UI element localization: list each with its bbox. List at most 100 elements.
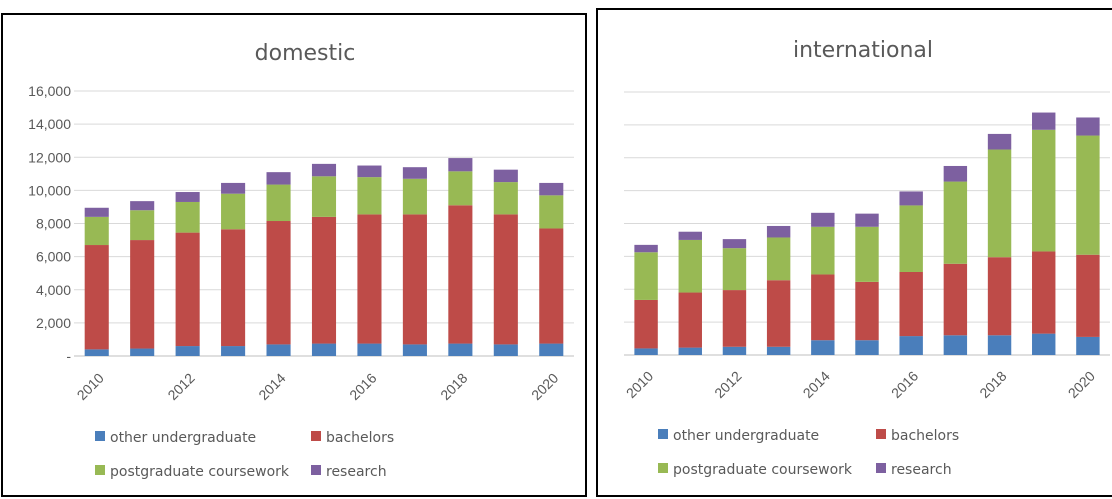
bar-segment — [634, 299, 658, 349]
bar-segment — [678, 239, 702, 293]
bar-segment — [987, 257, 1012, 336]
bar-segment — [175, 192, 200, 202]
bar-segment — [493, 169, 518, 183]
bar-segment — [130, 210, 155, 241]
bar-segment — [634, 252, 658, 300]
chart-panel-domestic: domestic - 2,000 4,000 6,000 8,000 10,000 12,0… — [1, 13, 587, 497]
bar-segment — [855, 340, 879, 355]
x-tick-label: 2018 — [437, 370, 470, 403]
legend-label: postgraduate coursework — [673, 462, 853, 478]
bar-segment — [1076, 117, 1100, 136]
bar-segment — [899, 336, 923, 355]
x-tick-label: 2014 — [255, 370, 288, 403]
x-tick-label: 2020 — [1065, 368, 1098, 401]
bar-segment — [402, 214, 427, 345]
y-tick-label: 10,000 — [28, 182, 71, 198]
bar-segment — [539, 195, 564, 229]
y-tick-label: 6,000 — [36, 249, 71, 265]
bar-segment — [357, 165, 382, 178]
bar-segment — [221, 346, 246, 356]
bar-segment — [678, 231, 702, 240]
bar-segment — [811, 212, 835, 227]
bar-segment — [1032, 251, 1056, 334]
bar-segment — [130, 348, 155, 356]
x-tick-label: 2020 — [528, 370, 561, 403]
x-tick-label: 2010 — [74, 370, 107, 403]
bar-segment — [766, 280, 791, 347]
bar-segment — [722, 346, 747, 355]
y-tick-label: 4,000 — [36, 282, 71, 298]
bar-segment — [311, 216, 337, 344]
bar-segment — [175, 232, 200, 347]
bar-segment — [221, 229, 246, 347]
bar-segment — [943, 335, 968, 355]
bar-segment — [493, 344, 518, 356]
bar-segment — [448, 343, 473, 356]
y-tick-label: 2,000 — [36, 315, 71, 331]
bar-segment — [766, 237, 791, 281]
bar-segment — [722, 248, 747, 291]
y-tick-label: 14,000 — [28, 116, 71, 132]
bar-segment — [943, 263, 968, 336]
bar-segment — [539, 343, 564, 356]
legend-swatch — [95, 431, 105, 441]
legend-swatch — [876, 429, 886, 439]
bar-segment — [855, 226, 879, 282]
bar-segment — [539, 228, 564, 344]
bar-segment — [766, 225, 791, 238]
legend-swatch — [876, 463, 886, 473]
bar-segment — [1076, 135, 1100, 255]
bar-segment — [766, 346, 791, 355]
bar-segment — [493, 182, 518, 215]
bar-segment — [855, 213, 879, 227]
bar-segment — [811, 340, 835, 355]
bar-segment — [678, 347, 702, 355]
bar-segment — [175, 346, 200, 356]
bar-segment — [493, 214, 518, 345]
bar-segment — [943, 181, 968, 264]
bar-segment — [130, 240, 155, 349]
bar-segment — [357, 214, 382, 344]
bar-segment — [402, 178, 427, 215]
legend-swatch — [311, 465, 321, 475]
bar-segment — [899, 271, 923, 337]
bar-segment — [311, 343, 337, 356]
bar-segment — [84, 245, 109, 350]
legend-swatch — [95, 465, 105, 475]
bar-segment — [855, 281, 879, 341]
bar-segment — [84, 216, 109, 246]
bar-segment — [448, 205, 473, 344]
bar-segment — [84, 207, 109, 217]
bar-segment — [943, 165, 968, 182]
bar-segment — [266, 172, 291, 185]
chart-international: international 2010 2012 2014 2016 2018 2020 ot… — [623, 38, 1110, 478]
bar-segment — [175, 201, 200, 233]
legend-swatch — [658, 429, 668, 439]
legend-label: postgraduate coursework — [110, 464, 290, 480]
y-tick-label: 8,000 — [36, 216, 71, 232]
legend-label: other undergraduate — [110, 430, 256, 446]
bar-segment — [402, 344, 427, 356]
bar-segment — [1076, 254, 1100, 337]
legend-label: research — [326, 464, 387, 480]
bar-segment — [722, 290, 747, 347]
bar-segment — [311, 163, 337, 177]
bar-segment — [987, 133, 1012, 150]
x-tick-label: 2018 — [976, 368, 1009, 401]
bar-segment — [634, 348, 658, 355]
chart-panel-international: international 2010 2012 2014 2016 2018 2020 ot… — [596, 8, 1112, 497]
bar-segment — [448, 171, 473, 206]
x-tick-label: 2012 — [164, 370, 197, 403]
bar-segment — [1032, 333, 1056, 355]
x-tick-label: 2010 — [623, 368, 656, 401]
legend-label: research — [891, 462, 952, 478]
legend-label: other undergraduate — [673, 428, 819, 444]
bar-segment — [899, 205, 923, 272]
bar-segment — [266, 344, 291, 356]
bar-segment — [987, 335, 1012, 355]
bar-segment — [357, 177, 382, 215]
bar-segment — [1076, 336, 1100, 355]
y-tick-label: - — [66, 348, 71, 364]
x-tick-label: 2014 — [800, 368, 833, 401]
legend-swatch — [311, 431, 321, 441]
